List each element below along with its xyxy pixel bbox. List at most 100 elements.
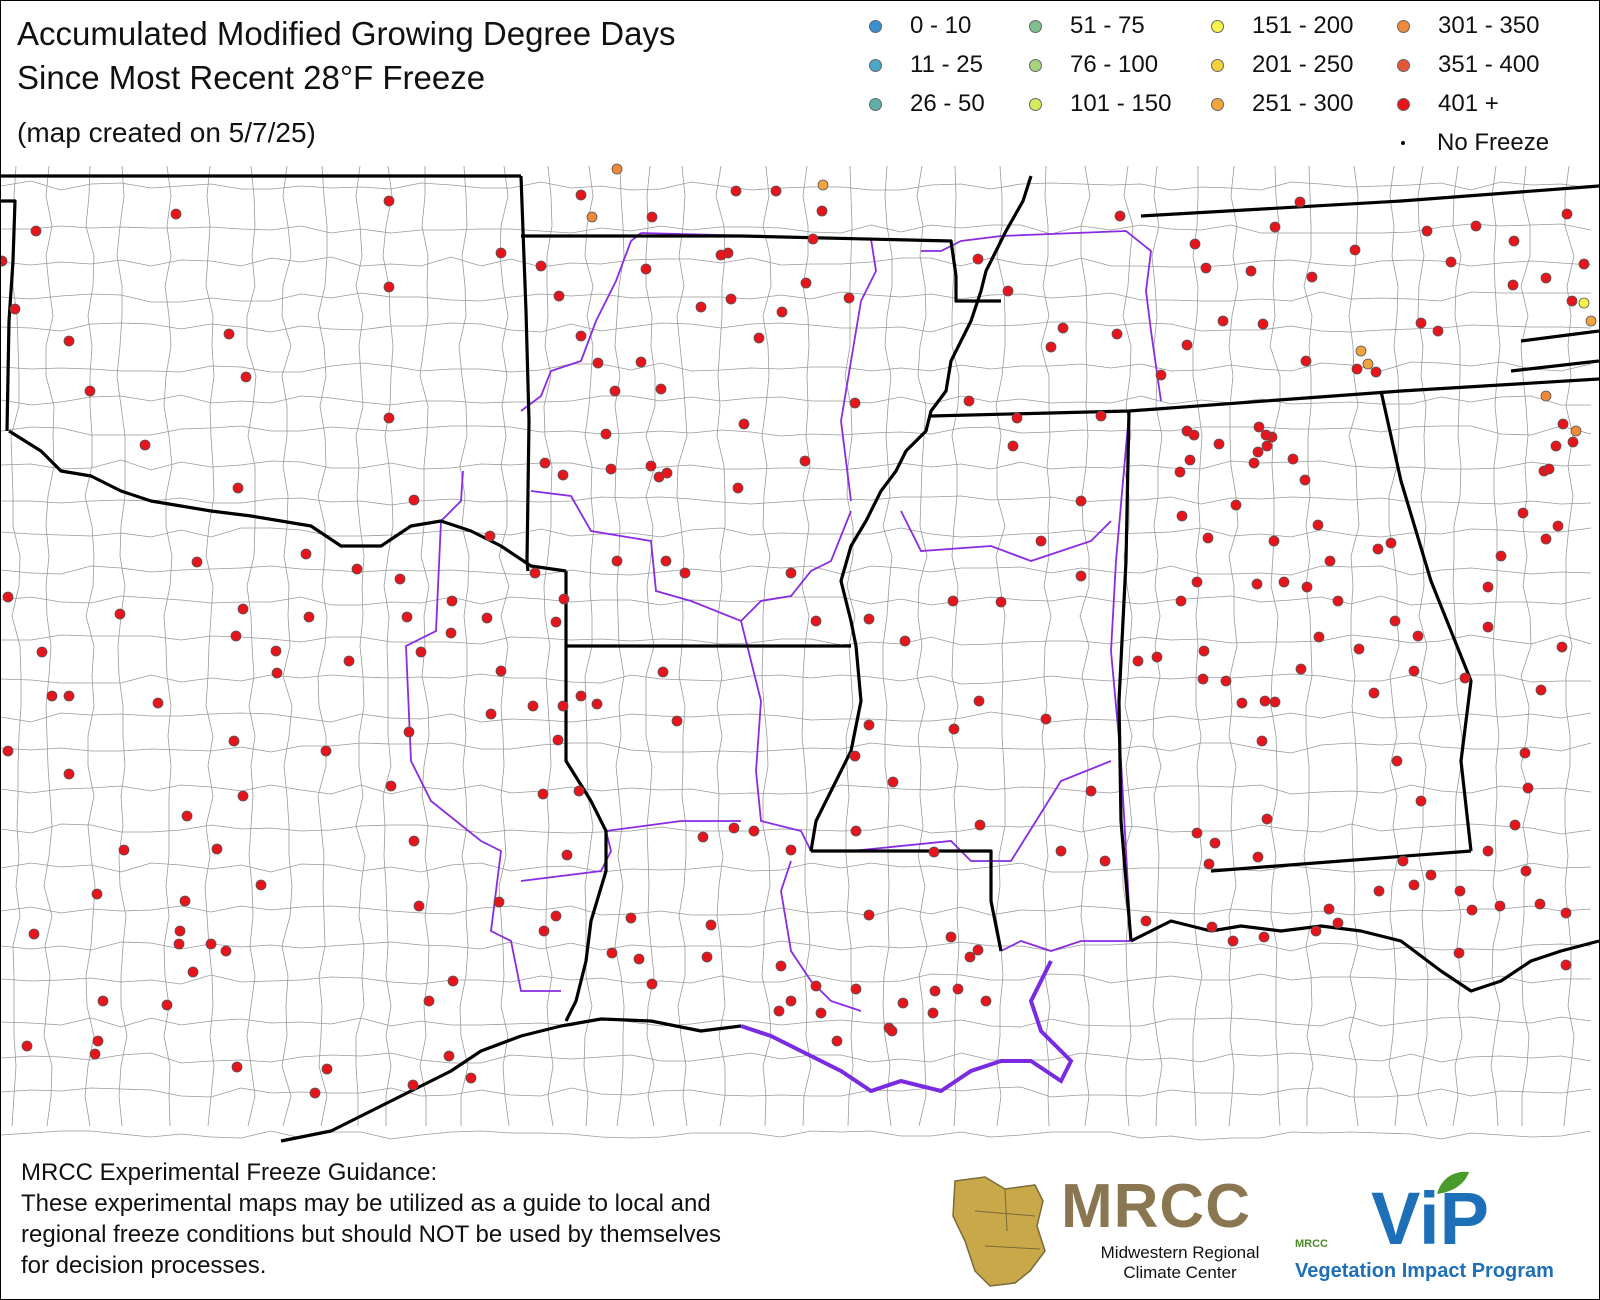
- station-dot: [403, 726, 415, 738]
- station-dot: [635, 356, 647, 368]
- station-dot: [1482, 845, 1494, 857]
- legend-swatch: [1211, 58, 1224, 72]
- station-dot: [1389, 615, 1401, 627]
- station-dot: [383, 195, 395, 207]
- station-dot: [1085, 785, 1097, 797]
- station-dot: [748, 825, 760, 837]
- station-dot: [753, 332, 765, 344]
- station-dot: [646, 978, 658, 990]
- station-dot: [1453, 947, 1465, 959]
- station-dot: [552, 734, 564, 746]
- station-dot: [843, 292, 855, 304]
- station-dot: [728, 822, 740, 834]
- station-dot: [1191, 827, 1203, 839]
- station-dot: [1522, 782, 1534, 794]
- legend-item: 11 - 25: [869, 50, 983, 80]
- station-dot: [1200, 262, 1212, 274]
- station-dot: [1245, 265, 1257, 277]
- station-dot: [1278, 576, 1290, 588]
- station-dot: [152, 697, 164, 709]
- station-dot: [1391, 755, 1403, 767]
- station-dot: [1495, 550, 1507, 562]
- legend-swatch: [1211, 19, 1224, 33]
- station-dot: [383, 281, 395, 293]
- station-dot: [606, 947, 618, 959]
- station-dot: [1198, 645, 1210, 657]
- station-dot: [28, 928, 40, 940]
- station-dot: [407, 1079, 419, 1091]
- station-dot: [1040, 713, 1052, 725]
- station-dot: [963, 395, 975, 407]
- station-dot: [1191, 576, 1203, 588]
- disclaimer-line: regional freeze conditions but should NO…: [21, 1221, 721, 1248]
- station-dot: [972, 944, 984, 956]
- station-dot: [21, 1040, 33, 1052]
- station-dot: [1287, 453, 1299, 465]
- station-dot: [815, 1007, 827, 1019]
- station-dot: [383, 412, 395, 424]
- station-dot: [1181, 339, 1193, 351]
- station-dot: [30, 225, 42, 237]
- station-dot: [1543, 463, 1555, 475]
- legend-label: 76 - 100: [1070, 51, 1159, 78]
- station-dot: [1323, 903, 1335, 915]
- station-dot: [1251, 578, 1263, 590]
- station-dot: [191, 556, 203, 568]
- station-dot: [495, 247, 507, 259]
- station-dot: [271, 667, 283, 679]
- station-dot: [1332, 917, 1344, 929]
- station-dot: [351, 563, 363, 575]
- station-dot: [423, 995, 435, 1007]
- station-dot: [1362, 358, 1374, 370]
- legend-item: 0 - 10: [869, 11, 971, 41]
- station-dot: [1213, 438, 1225, 450]
- disclaimer-line: These experimental maps may be utilized …: [21, 1190, 711, 1217]
- station-dot: [775, 960, 787, 972]
- station-dot: [558, 593, 570, 605]
- map-subtitle: Since Most Recent 28°F Freeze: [17, 59, 486, 96]
- station-dot: [1535, 684, 1547, 696]
- station-dot: [408, 835, 420, 847]
- station-dot: [179, 895, 191, 907]
- station-dot: [1349, 244, 1361, 256]
- station-dot: [1253, 421, 1265, 433]
- station-dot: [1220, 675, 1232, 687]
- station-dot: [1459, 672, 1471, 684]
- station-dot: [850, 983, 862, 995]
- station-dot: [181, 810, 193, 822]
- station-dot: [995, 596, 1007, 608]
- station-dot: [92, 1035, 104, 1047]
- station-dot: [1566, 295, 1578, 307]
- station-dot: [539, 457, 551, 469]
- station-dot: [863, 719, 875, 731]
- station-dot: [1412, 630, 1424, 642]
- station-dot: [46, 690, 58, 702]
- station-dot: [952, 983, 964, 995]
- station-dot: [270, 645, 282, 657]
- station-dot: [1570, 425, 1582, 437]
- station-dot: [645, 460, 657, 472]
- station-dot: [1415, 317, 1427, 329]
- station-dot: [646, 211, 658, 223]
- station-dot: [173, 938, 185, 950]
- station-dot: [303, 611, 315, 623]
- station-dot: [187, 966, 199, 978]
- vip-subtitle: Vegetation Impact Program: [1295, 1260, 1554, 1282]
- station-dot: [800, 277, 812, 289]
- vip-wordmark: ViP: [1371, 1177, 1489, 1260]
- station-dot: [1011, 412, 1023, 424]
- legend-item: No Freeze: [1397, 128, 1549, 158]
- station-dot: [948, 723, 960, 735]
- legend-label: 301 - 350: [1438, 12, 1540, 39]
- station-dot: [1415, 795, 1427, 807]
- station-dot: [1517, 507, 1529, 519]
- station-dot: [1057, 322, 1069, 334]
- map-creation-date: (map created on 5/7/25): [17, 117, 316, 148]
- station-dot: [1454, 885, 1466, 897]
- legend-swatch: [1397, 58, 1410, 72]
- station-dot: [1552, 520, 1564, 532]
- station-dot: [9, 303, 21, 315]
- map-title: Accumulated Modified Growing Degree Days: [17, 15, 676, 52]
- station-dot: [1560, 907, 1572, 919]
